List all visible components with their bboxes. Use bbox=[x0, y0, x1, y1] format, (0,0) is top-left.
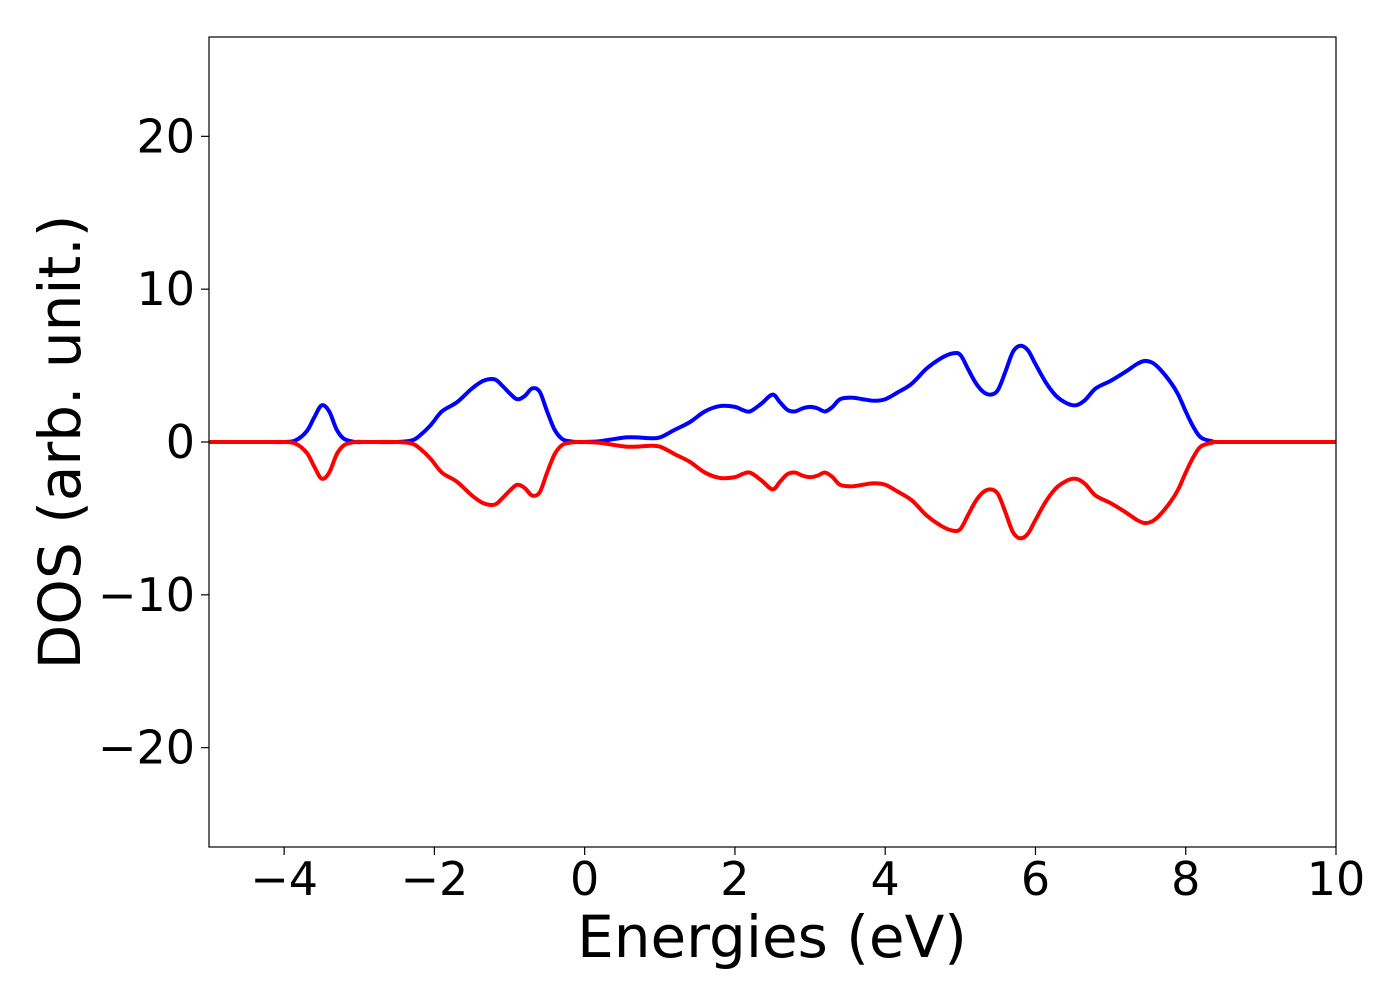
y-tick-label: −10 bbox=[98, 568, 195, 622]
y-tick-label: 10 bbox=[136, 262, 195, 316]
x-tick-label: 8 bbox=[1171, 852, 1200, 906]
x-tick-label: 6 bbox=[1021, 852, 1050, 906]
x-tick-label: 0 bbox=[570, 852, 599, 906]
spin-down-dos-line bbox=[209, 439, 1337, 541]
x-axis-label: Energies (eV) bbox=[577, 903, 967, 971]
y-tick-label: 20 bbox=[136, 109, 195, 163]
x-tick-label: 10 bbox=[1307, 852, 1366, 906]
y-tick-label: −20 bbox=[98, 721, 195, 775]
y-axis-label: DOS (arb. unit.) bbox=[26, 215, 94, 670]
series-layer bbox=[209, 343, 1337, 541]
x-tick-label: 2 bbox=[720, 852, 749, 906]
x-axis-ticks: −4 −2 0 2 4 6 8 10 bbox=[250, 847, 1365, 906]
spin-up-dos-line bbox=[209, 343, 1337, 445]
y-axis-ticks: −20 −10 0 10 20 bbox=[98, 109, 209, 775]
x-tick-label: −4 bbox=[250, 852, 318, 906]
x-tick-label: 4 bbox=[871, 852, 900, 906]
x-tick-label: −2 bbox=[400, 852, 468, 906]
y-tick-label: 0 bbox=[166, 415, 195, 469]
